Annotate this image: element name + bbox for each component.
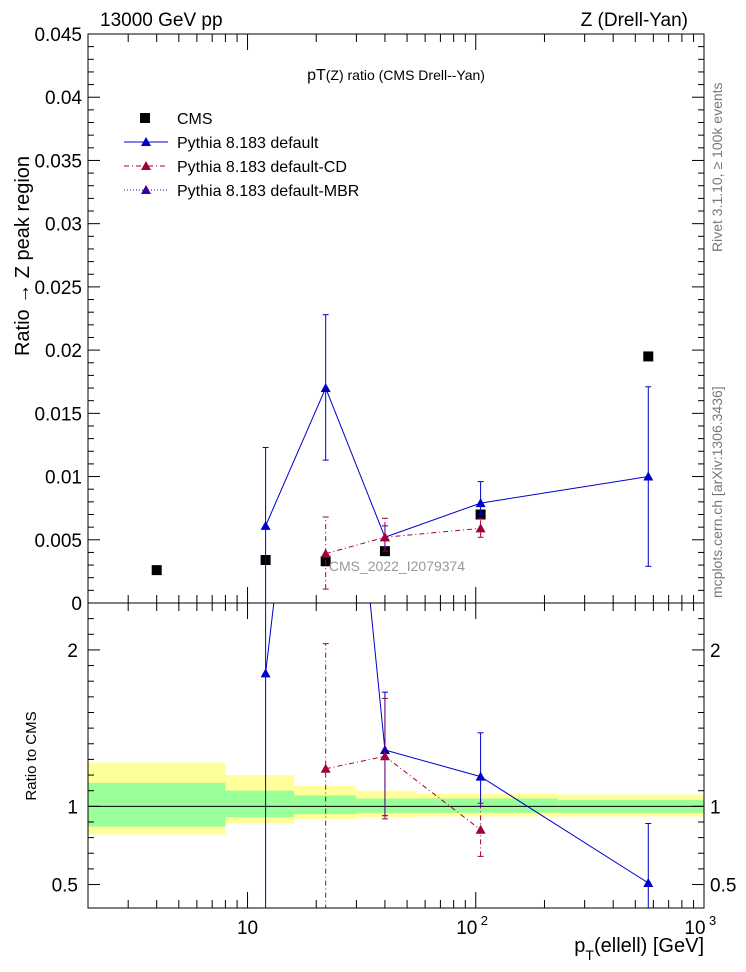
- y-tick-label: 0.02: [45, 341, 82, 362]
- y-tick-label: 0.035: [34, 151, 82, 172]
- ratio-pythia-8-183-default-point: [643, 877, 654, 887]
- x-tick-label: 10: [237, 918, 258, 939]
- ratio-pythia-8-183-default-cd-point: [475, 824, 486, 834]
- pythia-8-183-default-cd-point: [320, 548, 331, 558]
- ratio-pythia-8-183-default-point: [260, 668, 271, 678]
- pythia-8-183-default-cd-line: [325, 527, 481, 555]
- title-rest: ratio (CMS Drell--Yan): [344, 67, 485, 83]
- main-panel: 0 0.005 0.01 0.015 0.02 0.025 0.03 0.035 0.04 0.0…: [12, 25, 705, 615]
- y-tick-label: 0.015: [34, 404, 82, 425]
- ratio-y-tick-label-right: 2: [710, 641, 721, 662]
- legend-label: Pythia 8.183 default-MBR: [177, 183, 359, 200]
- mcplots-label: mcplots.cern.ch [arXiv:1306.3436]: [709, 386, 725, 598]
- y-tick-label: 0.03: [45, 215, 82, 236]
- main-y-axis-label: Ratio → Z peak region: [12, 156, 34, 356]
- cms-data-point: [151, 565, 162, 576]
- y-tick-label: 0: [71, 594, 82, 615]
- legend-label: CMS: [177, 111, 213, 128]
- ratio-pythia-8-183-default-point: [379, 745, 390, 755]
- analysis-watermark: CMS_2022_I2079374: [329, 558, 465, 574]
- x-axis-label: pT(ellell) [GeV]: [574, 935, 704, 963]
- process-label: Z (Drell-Yan): [581, 10, 688, 31]
- x-label-rest: (ellell) [GeV]: [594, 935, 704, 957]
- pythia-8-183-default-cd-point: [475, 523, 486, 533]
- legend-label: Pythia 8.183 default-CD: [177, 159, 347, 176]
- y-tick-label: 0.04: [45, 88, 82, 109]
- title-z: (Z): [326, 67, 344, 83]
- y-tick-label: 0.045: [34, 25, 82, 46]
- legend-marker: [141, 161, 151, 170]
- ratio-y-axis-label: Ratio to CMS: [23, 711, 40, 800]
- ratio-pythia-8-183-default-point: [475, 771, 486, 781]
- legend-marker-cms: [140, 113, 150, 123]
- x-tick-label-exponent: 2: [481, 913, 488, 928]
- x-tick-label: 10: [456, 918, 477, 939]
- legend-marker: [141, 185, 151, 194]
- ratio-pythia-8-183-default-cd-point: [379, 751, 390, 761]
- ratio-y-tick-label: 1: [67, 797, 78, 818]
- x-tick-label-exponent: 3: [709, 913, 716, 928]
- pythia-8-183-default-line: [265, 386, 649, 538]
- y-tick-label: 0.005: [34, 531, 82, 552]
- y-tick-label: 0.025: [34, 278, 82, 299]
- ratio-panel: 0.5 0.5 1 1 2 2 10 10 2 10 3 Ratio to CMS pT(ellel…: [23, 602, 736, 963]
- ratio-y-tick-label: 0.5: [52, 876, 78, 897]
- uncertainty-band-green: [356, 798, 417, 813]
- uncertainty-band-green: [416, 798, 559, 813]
- pythia-8-183-default-cd-point: [379, 532, 390, 542]
- x-tick-label: 10: [684, 918, 705, 939]
- ratio-frame: [87, 602, 705, 909]
- x-label-sub: T: [585, 947, 594, 963]
- legend-marker: [141, 137, 151, 146]
- legend-label: Pythia 8.183 default: [177, 135, 319, 152]
- ratio-y-tick-label: 2: [67, 641, 78, 662]
- uncertainty-band-green: [225, 790, 295, 818]
- rivet-label: Rivet 3.1.10, ≥ 100k events: [709, 82, 725, 252]
- ratio-pythia-8-183-default-cd-point: [320, 763, 331, 773]
- cms-data-point: [643, 351, 654, 362]
- energy-label: 13000 GeV pp: [100, 10, 223, 31]
- pythia-8-183-default-point: [475, 498, 486, 508]
- x-label-p: p: [574, 935, 585, 957]
- legend: CMS Pythia 8.183 default Pythia 8.183 defa…: [124, 111, 359, 200]
- ratio-y-tick-label-right: 0.5: [710, 876, 736, 897]
- uncertainty-band-green: [88, 782, 226, 827]
- pythia-8-183-default-point: [260, 520, 271, 530]
- ratio-y-tick-label-right: 1: [710, 797, 721, 818]
- title-pt: pT: [307, 67, 326, 84]
- pythia-8-183-default-point: [643, 471, 654, 481]
- pythia-8-183-default-point: [320, 383, 331, 393]
- ratio-pythia-8-183-default-line: [265, 603, 649, 884]
- y-tick-label: 0.01: [45, 468, 82, 489]
- plot-title: pT(Z) ratio (CMS Drell--Yan): [307, 67, 485, 84]
